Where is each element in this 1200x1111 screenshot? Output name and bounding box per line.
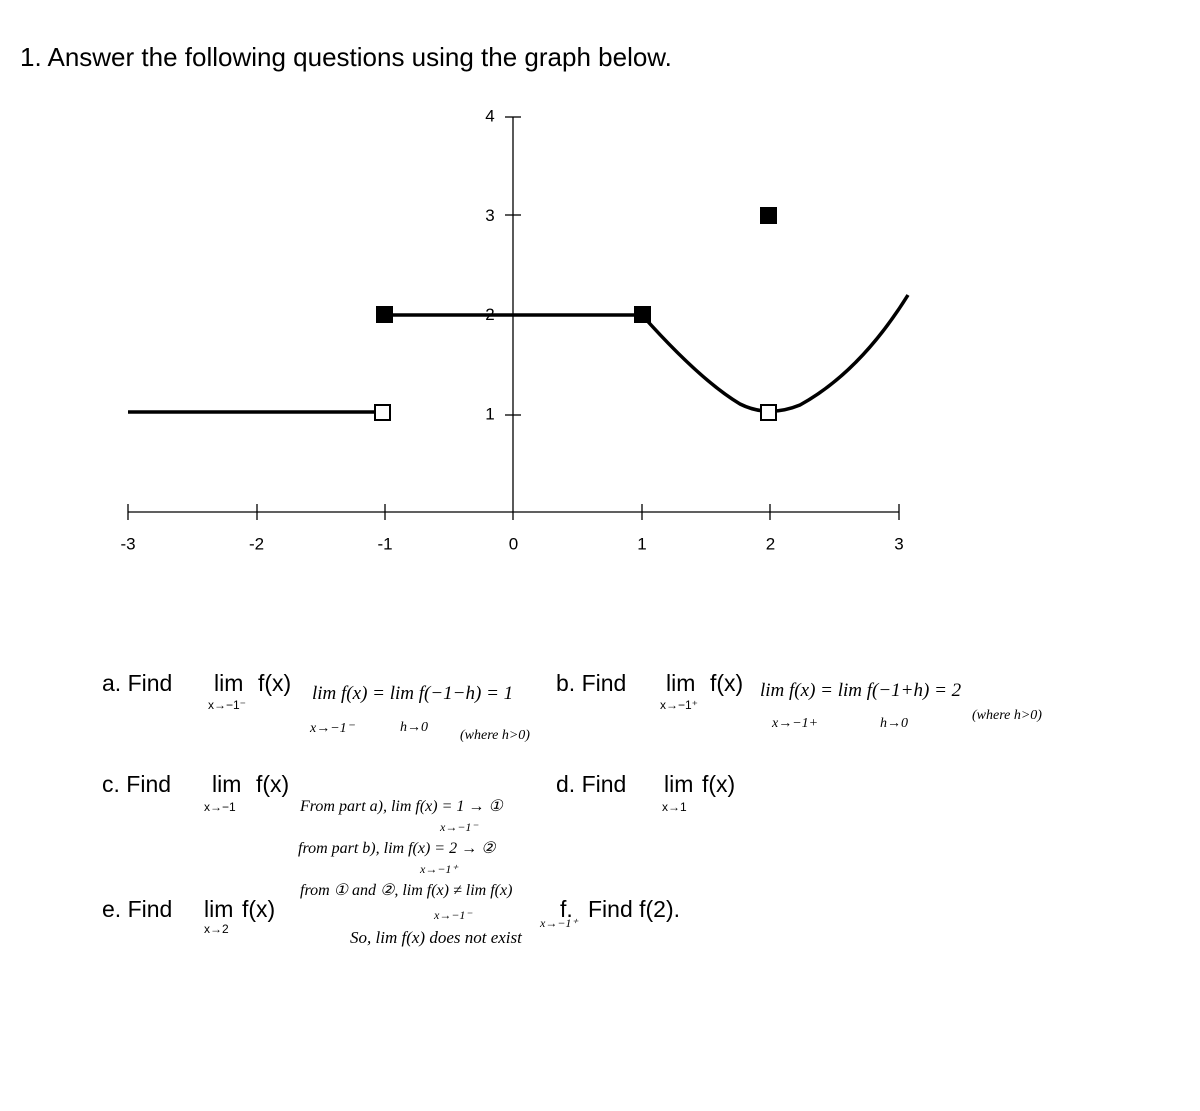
closed-point bbox=[634, 306, 651, 323]
function: f(x) bbox=[710, 670, 744, 696]
handwritten-answer: x→−1⁺ bbox=[540, 916, 578, 930]
limit-subscript: x→1 bbox=[662, 800, 687, 814]
handwritten-answer: From part a), lim f(x) = 1 → ① bbox=[300, 798, 503, 815]
y-tick-label: 1 bbox=[485, 404, 494, 423]
limit-subscript: x→2 bbox=[204, 922, 229, 936]
x-tick-label: 0 bbox=[509, 534, 518, 553]
lim: lim bbox=[212, 771, 242, 797]
lim: lim bbox=[214, 670, 244, 696]
question-prefix: a. Find bbox=[102, 670, 173, 696]
handwritten-answer: x→−1⁻ bbox=[310, 721, 355, 736]
handwritten-answer: from ① and ②, lim f(x) ≠ lim f(x) bbox=[300, 882, 513, 899]
limit-subscript: x→−1⁻ bbox=[208, 698, 247, 712]
function: f(x) bbox=[242, 896, 276, 922]
function: f(x) bbox=[702, 771, 736, 797]
question-prefix: f. bbox=[560, 896, 573, 922]
handwritten-answer: x→−1⁻ bbox=[434, 908, 472, 922]
handwritten-answer: So, lim f(x) does not exist bbox=[350, 928, 522, 947]
function-graph bbox=[128, 294, 910, 414]
limit-subscript: x→−1⁺ bbox=[660, 698, 699, 712]
x-tick-label: -2 bbox=[249, 534, 264, 553]
x-tick-label: 3 bbox=[894, 534, 903, 553]
question-prefix: d. Find bbox=[556, 771, 627, 797]
handwritten-answer: x→−1⁺ bbox=[420, 862, 458, 876]
limit-subscript: x→−1 bbox=[204, 800, 236, 814]
closed-point bbox=[760, 207, 777, 224]
question-prefix: c. Find bbox=[102, 771, 172, 797]
x-tick-label: -1 bbox=[377, 534, 392, 553]
x-tick-label: -3 bbox=[120, 534, 135, 553]
y-tick-label: 2 bbox=[485, 305, 494, 324]
function: f(x) bbox=[258, 670, 292, 696]
lim: lim bbox=[664, 771, 694, 797]
handwritten-answer: x→−1⁻ bbox=[440, 820, 478, 834]
y-tick-label: 3 bbox=[485, 206, 494, 225]
open-point bbox=[760, 404, 777, 421]
handwritten-answer: lim f(x) = lim f(−1−h) = 1 bbox=[312, 683, 514, 704]
closed-point bbox=[376, 306, 393, 323]
handwritten-answer: (where h>0) bbox=[972, 708, 1042, 723]
open-point bbox=[374, 404, 391, 421]
x-tick-label: 1 bbox=[637, 534, 646, 553]
axes bbox=[127, 116, 900, 520]
function: f(x) bbox=[256, 771, 290, 797]
question-prefix: e. Find bbox=[102, 896, 173, 922]
question-prefix: b. Find bbox=[556, 670, 627, 696]
handwritten-answer: h→0 bbox=[880, 716, 908, 731]
lim: lim bbox=[204, 896, 234, 922]
handwritten-answer: from part b), lim f(x) = 2 → ② bbox=[298, 840, 496, 857]
handwritten-answer: (where h>0) bbox=[460, 728, 530, 743]
title: 1. Answer the following questions using … bbox=[20, 42, 672, 72]
lim: lim bbox=[666, 670, 696, 696]
x-tick-label: 2 bbox=[766, 534, 775, 553]
handwritten-answer: lim f(x) = lim f(−1+h) = 2 bbox=[760, 680, 962, 701]
handwritten-answer: h→0 bbox=[400, 720, 428, 735]
graph: -3 -2 -1 0 1 2 3 1 2 3 4 bbox=[120, 107, 910, 553]
handwritten-answer: x→−1+ bbox=[772, 716, 819, 731]
question-text: Find f(2). bbox=[588, 896, 681, 922]
y-tick-label: 4 bbox=[485, 107, 494, 126]
